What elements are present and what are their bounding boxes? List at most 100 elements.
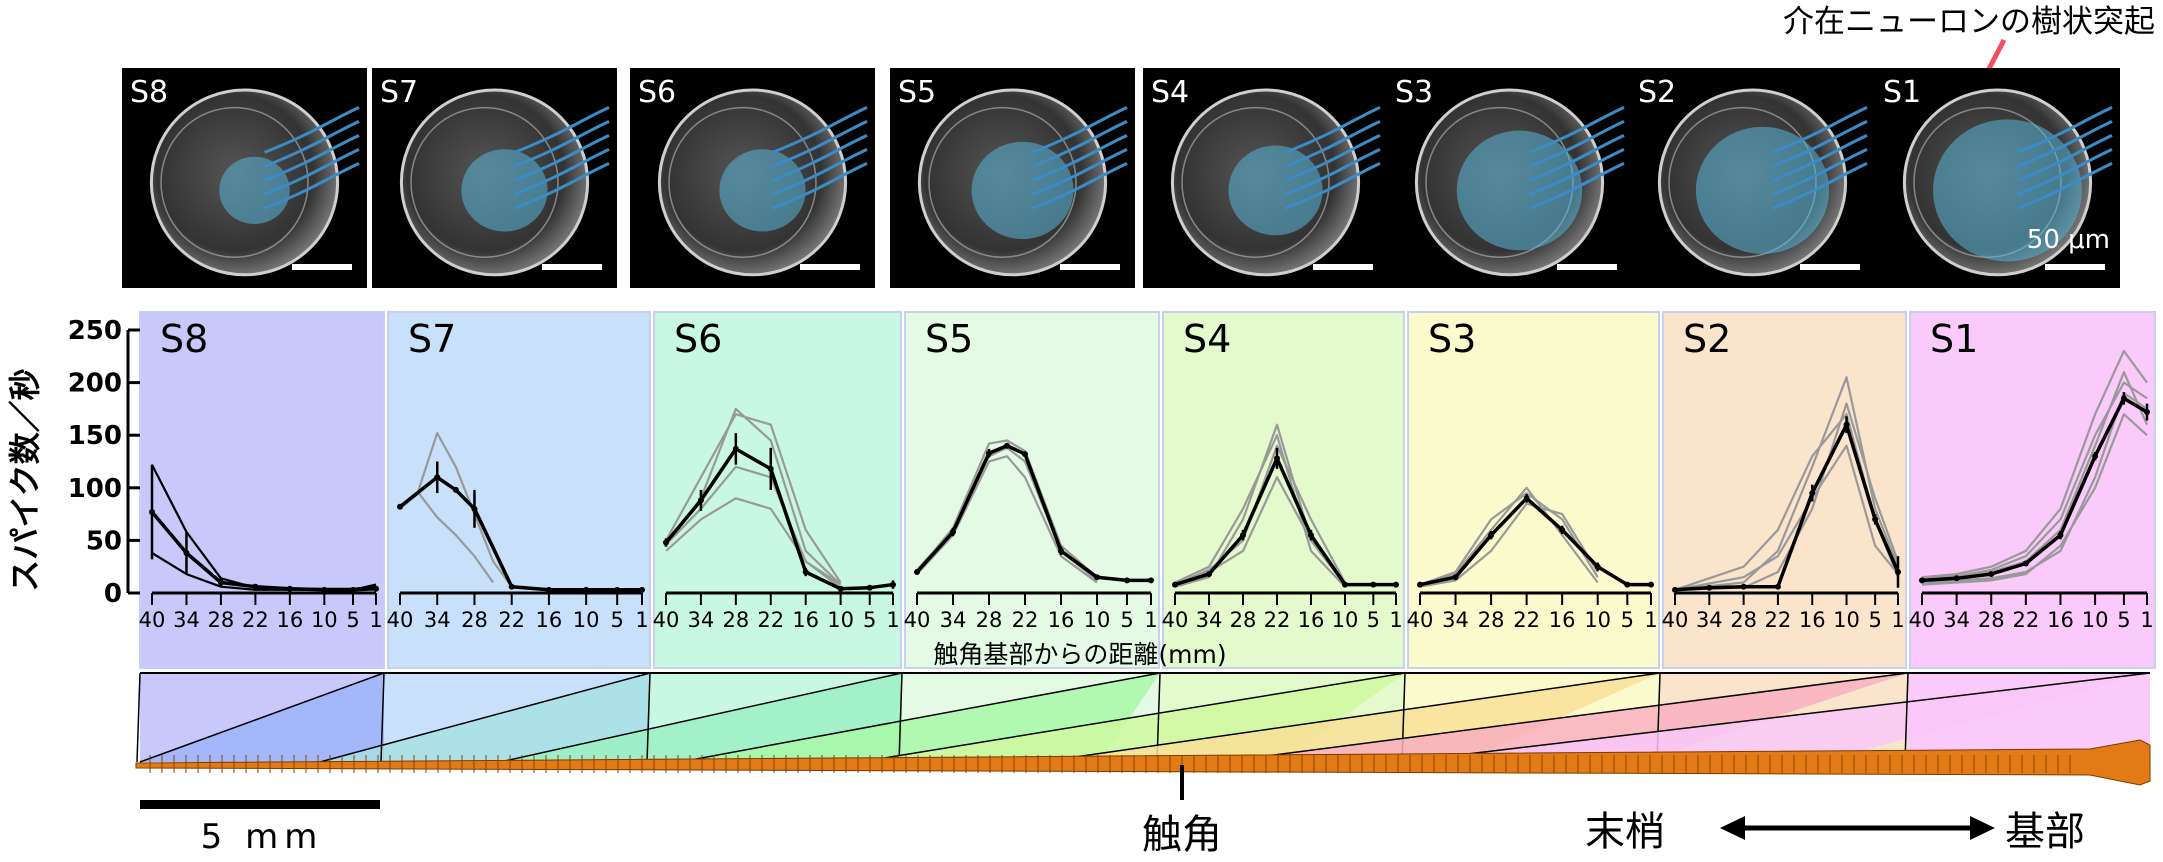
x-tick-label: 34 xyxy=(940,608,967,632)
panel-label: S7 xyxy=(408,317,456,361)
y-tick-label: 50 xyxy=(86,526,122,556)
mean-point xyxy=(1843,421,1850,428)
axon-branch xyxy=(1031,162,1128,210)
x-tick-label: 28 xyxy=(208,608,235,632)
axon-branch xyxy=(771,106,868,154)
mean-point xyxy=(639,586,645,593)
x-tick-label: 10 xyxy=(827,608,854,632)
image-label: S2 xyxy=(1638,75,1676,110)
individual-trace xyxy=(417,432,513,588)
mean-point xyxy=(663,539,669,546)
mean-trace xyxy=(1419,496,1651,587)
image-scale-bar xyxy=(1313,264,1373,270)
mean-point xyxy=(1370,581,1377,588)
x-tick-label: 5 xyxy=(346,608,359,632)
image-panel-s7: S7 xyxy=(372,68,617,288)
mean-point xyxy=(1058,547,1064,554)
panel-s1: S1 40 34 28 22 16 10 5 1 xyxy=(1909,311,2156,669)
mean-point xyxy=(1672,586,1678,593)
mean-point xyxy=(1004,442,1010,449)
x-tick-label: 22 xyxy=(1012,608,1039,632)
x-tick-label: 16 xyxy=(276,608,303,632)
y-tick-label: 150 xyxy=(68,421,122,451)
axon-branch xyxy=(771,134,868,182)
x-tick-label: 34 xyxy=(1442,608,1469,632)
axon-branch xyxy=(1771,162,1868,210)
mean-point xyxy=(1172,581,1178,588)
mean-point xyxy=(986,450,992,457)
mean-trace xyxy=(1674,422,1900,592)
microscopy-row: S8 S7 S6 S5 S4 S3 S2 S1 50 μm xyxy=(122,68,2120,288)
rf-edge xyxy=(646,672,651,763)
mean-point xyxy=(1393,581,1399,588)
axon-branch xyxy=(263,106,360,154)
rf-edge xyxy=(859,672,1406,763)
x-tick-label: 1 xyxy=(886,608,899,632)
x-tick-label: 40 xyxy=(139,608,166,632)
y-axis-title: スパイク数／秒 xyxy=(6,368,44,591)
x-tick-label: 10 xyxy=(1833,608,1860,632)
y-tick-label: 200 xyxy=(68,369,122,399)
panel-background xyxy=(387,311,651,669)
x-tick-label: 34 xyxy=(1696,608,1723,632)
x-tick-label: 16 xyxy=(1298,608,1325,632)
image-scale-bar xyxy=(2045,264,2105,270)
y-tick-label: 100 xyxy=(68,474,122,504)
mean-point xyxy=(1342,581,1348,588)
x-tick-label: 1 xyxy=(1144,608,1157,632)
x-tick-label: 5 xyxy=(1621,608,1634,632)
axon-branch xyxy=(1284,120,1381,168)
x-tick-label: 40 xyxy=(1407,608,1434,632)
axon-branch xyxy=(1031,148,1128,196)
x-tick-label: 28 xyxy=(1478,608,1505,632)
rf-edge xyxy=(679,672,1161,763)
panel-label: S8 xyxy=(160,317,208,361)
image-label: S1 xyxy=(1883,75,1921,110)
x-tick-label: 10 xyxy=(2082,608,2109,632)
x-tick-label: 1 xyxy=(1389,608,1402,632)
antenna-body xyxy=(135,739,2151,786)
x-axis-title: 触角基部からの距離(mm) xyxy=(933,640,1226,669)
x-tick-label: 22 xyxy=(242,608,269,632)
mean-point xyxy=(434,474,441,481)
axon-branch xyxy=(513,120,610,168)
x-tick-label: 16 xyxy=(792,608,819,632)
panel-label: S1 xyxy=(1930,317,1978,361)
axon-branch xyxy=(2016,134,2113,182)
axon-branch xyxy=(1528,134,1625,182)
mean-point xyxy=(2120,395,2127,402)
neuropil-contour xyxy=(160,106,309,258)
image-label: S4 xyxy=(1151,75,1189,110)
x-tick-label: 5 xyxy=(2117,608,2130,632)
axon-branch xyxy=(771,148,868,196)
mean-point xyxy=(890,581,896,588)
mean-point xyxy=(1206,571,1212,578)
axon-branch xyxy=(1771,134,1868,182)
mean-point xyxy=(1488,532,1495,539)
rf-edge xyxy=(1904,672,1909,763)
individual-trace xyxy=(1921,349,2148,579)
mean-point xyxy=(837,585,844,592)
mean-point xyxy=(2144,409,2150,416)
axon-branch xyxy=(263,148,360,196)
axon-branch xyxy=(1284,106,1381,154)
rf-edge xyxy=(898,672,903,763)
image-panel-s1: S1 xyxy=(1875,68,2120,288)
individual-trace xyxy=(1419,502,1599,588)
rf-edge xyxy=(136,672,141,763)
rf-edge xyxy=(319,672,651,763)
mean-point xyxy=(1740,583,1747,590)
dendrite-field xyxy=(1228,145,1323,236)
dendrite-field xyxy=(719,149,806,232)
y-axis: 250 200 150 100 50 0 xyxy=(68,316,140,609)
mean-point xyxy=(1594,563,1601,570)
mean-point xyxy=(508,583,515,590)
axon-branch xyxy=(1528,162,1625,210)
antenna-drawing xyxy=(135,739,2151,786)
x-tick-label: 1 xyxy=(635,608,648,632)
mean-point xyxy=(1523,495,1530,502)
mean-point xyxy=(866,584,873,591)
